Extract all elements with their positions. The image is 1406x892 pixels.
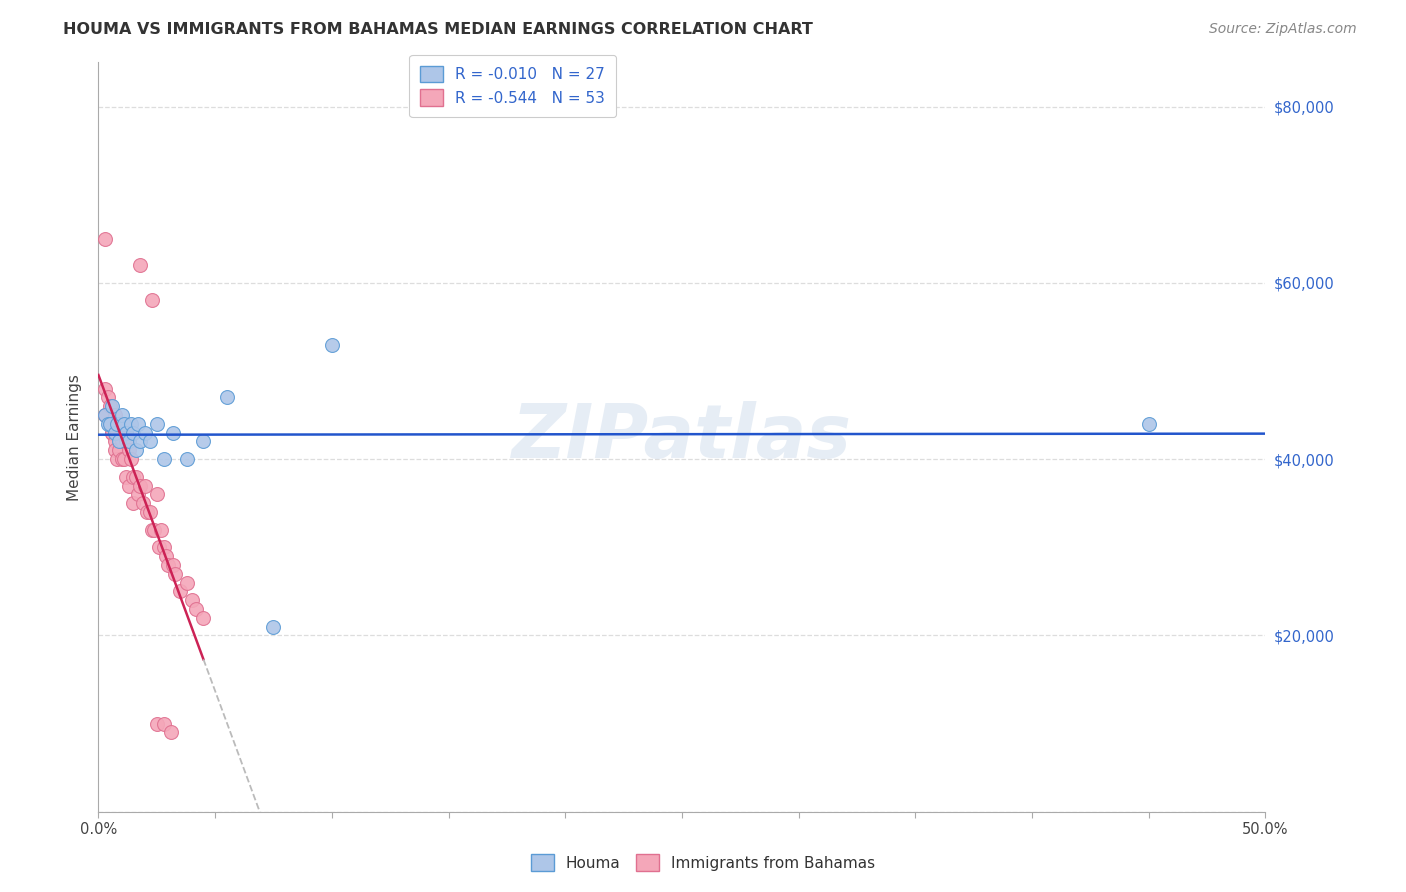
Point bbox=[97, 417, 120, 431]
Point bbox=[111, 452, 134, 467]
Point bbox=[101, 425, 124, 440]
Point bbox=[146, 716, 169, 731]
Point bbox=[321, 337, 343, 351]
Point bbox=[111, 434, 134, 449]
Point bbox=[112, 417, 135, 431]
Point bbox=[148, 541, 170, 555]
Point bbox=[104, 443, 127, 458]
Point bbox=[104, 408, 127, 422]
Point bbox=[139, 434, 162, 449]
Legend: R = -0.010   N = 27, R = -0.544   N = 53: R = -0.010 N = 27, R = -0.544 N = 53 bbox=[409, 55, 616, 117]
Y-axis label: Median Earnings: Median Earnings bbox=[67, 374, 83, 500]
Point bbox=[118, 478, 141, 492]
Point bbox=[101, 399, 124, 413]
Point bbox=[94, 408, 117, 422]
Point bbox=[152, 541, 174, 555]
Point bbox=[134, 425, 156, 440]
Point bbox=[141, 293, 163, 308]
Point bbox=[193, 434, 215, 449]
Point bbox=[139, 505, 162, 519]
Point bbox=[162, 558, 184, 572]
Point bbox=[104, 434, 127, 449]
Point bbox=[176, 575, 198, 590]
Point bbox=[105, 452, 128, 467]
Point bbox=[104, 425, 127, 440]
Point bbox=[162, 425, 184, 440]
Point bbox=[94, 232, 117, 246]
Point bbox=[132, 496, 155, 510]
Point bbox=[122, 425, 145, 440]
Point bbox=[1137, 417, 1160, 431]
Point bbox=[112, 452, 135, 467]
Point bbox=[118, 434, 141, 449]
Point bbox=[159, 725, 181, 739]
Point bbox=[125, 469, 148, 483]
Point bbox=[94, 408, 117, 422]
Point bbox=[122, 469, 145, 483]
Point bbox=[215, 391, 238, 405]
Point bbox=[115, 434, 138, 449]
Point bbox=[152, 452, 174, 467]
Point bbox=[146, 417, 169, 431]
Point bbox=[155, 549, 177, 563]
Point bbox=[98, 417, 121, 431]
Point bbox=[143, 523, 166, 537]
Point bbox=[112, 425, 135, 440]
Point bbox=[97, 391, 120, 405]
Point bbox=[105, 425, 128, 440]
Text: Source: ZipAtlas.com: Source: ZipAtlas.com bbox=[1209, 22, 1357, 37]
Point bbox=[108, 417, 131, 431]
Point bbox=[101, 425, 124, 440]
Point bbox=[98, 399, 121, 413]
Point bbox=[120, 452, 142, 467]
Point bbox=[150, 523, 173, 537]
Point bbox=[115, 425, 138, 440]
Point bbox=[129, 478, 152, 492]
Point bbox=[136, 505, 159, 519]
Point bbox=[165, 566, 187, 581]
Point bbox=[157, 558, 180, 572]
Point bbox=[141, 523, 163, 537]
Text: HOUMA VS IMMIGRANTS FROM BAHAMAS MEDIAN EARNINGS CORRELATION CHART: HOUMA VS IMMIGRANTS FROM BAHAMAS MEDIAN … bbox=[63, 22, 813, 37]
Point bbox=[127, 487, 149, 501]
Point bbox=[134, 478, 156, 492]
Point bbox=[193, 611, 215, 625]
Point bbox=[180, 593, 202, 607]
Point bbox=[118, 443, 141, 458]
Text: ZIPatlas: ZIPatlas bbox=[512, 401, 852, 474]
Point bbox=[122, 496, 145, 510]
Point bbox=[105, 417, 128, 431]
Point bbox=[129, 434, 152, 449]
Point bbox=[111, 408, 134, 422]
Point bbox=[127, 417, 149, 431]
Point bbox=[108, 443, 131, 458]
Point bbox=[176, 452, 198, 467]
Point bbox=[169, 584, 191, 599]
Point bbox=[146, 487, 169, 501]
Legend: Houma, Immigrants from Bahamas: Houma, Immigrants from Bahamas bbox=[522, 845, 884, 880]
Point bbox=[108, 434, 131, 449]
Point bbox=[125, 443, 148, 458]
Point bbox=[120, 417, 142, 431]
Point bbox=[262, 619, 284, 633]
Point bbox=[186, 602, 208, 616]
Point bbox=[152, 716, 174, 731]
Point bbox=[94, 382, 117, 396]
Point bbox=[129, 258, 152, 272]
Point bbox=[98, 417, 121, 431]
Point bbox=[115, 469, 138, 483]
